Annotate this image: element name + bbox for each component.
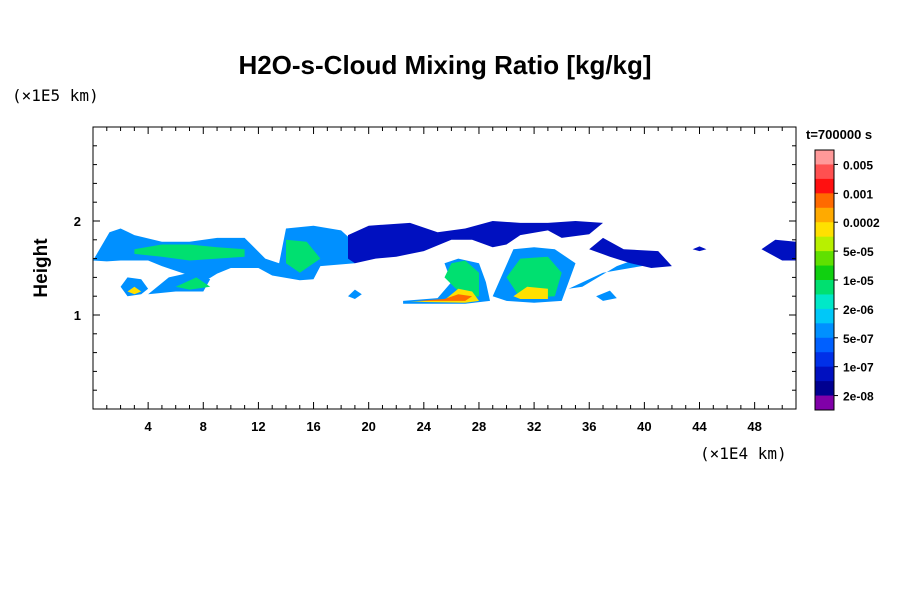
field-region-12 [134,244,245,261]
x-tick-label: 36 [582,419,596,434]
legend-swatch [815,193,834,209]
x-tick-label: 44 [692,419,707,434]
field-region-18 [513,286,548,299]
legend-swatch [815,222,834,238]
field-region-13 [286,239,321,273]
field-region-15 [444,260,479,299]
chart-title: H2O-s-Cloud Mixing Ratio [kg/kg] [238,50,651,80]
legend-swatch [815,164,834,180]
x-tick-label: 16 [306,419,320,434]
x-tick-label: 28 [472,419,486,434]
y-axis: 12 [74,145,796,391]
x-unit-label: (×1E4 km) [700,444,787,463]
field-region-16 [506,256,562,299]
legend-swatch [815,178,834,194]
legend-swatch [815,280,834,295]
legend-swatch [815,337,834,353]
legend-swatch [815,251,834,267]
field-region-11 [692,246,707,252]
field-region-7 [596,290,617,301]
colorbar-legend: 0.005 0.001 0.0002 5e-05 1e-05 2e-06 5e-07 1e-0… [814,149,880,411]
y-tick-label: 1 [74,308,81,323]
legend-swatch [815,381,834,397]
legend-swatch [815,366,834,382]
legend-label: 1e-07 [843,361,874,375]
x-tick-label: 12 [251,419,265,434]
legend-swatch [815,323,834,339]
field-region-6 [568,258,659,289]
x-tick-label: 8 [200,419,207,434]
plot-frame [92,126,797,410]
field-region-9 [589,237,672,268]
legend-label: 5e-05 [843,245,874,259]
field-region-14 [175,277,211,290]
y-tick-label: 2 [74,214,81,229]
legend-label: 5e-07 [843,332,874,346]
legend-swatch [815,352,834,368]
legend-label: 2e-06 [843,303,874,317]
plot-fields [93,221,796,304]
legend-label: 0.005 [843,158,873,172]
y-axis-label: Height [31,238,52,298]
legend-swatch [815,308,834,324]
x-tick-label: 32 [527,419,541,434]
legend-label: 0.0002 [843,216,880,230]
legend-swatch [815,236,834,252]
legend-swatch [815,207,834,223]
legend-swatch [815,150,834,165]
field-region-8 [348,221,603,264]
x-tick-label: 48 [747,419,761,434]
x-tick-label: 40 [637,419,651,434]
x-tick-label: 24 [417,419,432,434]
legend-label: 1e-05 [843,274,874,288]
legend-swatch [815,265,834,281]
legend-label: 0.001 [843,187,873,201]
field-region-19 [127,286,142,295]
field-region-1 [120,277,149,297]
field-region-10 [761,239,796,261]
field-region-20 [416,294,473,301]
legend-time-label: t=700000 s [806,127,872,142]
x-tick-label: 4 [145,419,153,434]
legend-swatch [815,395,834,411]
x-tick-label: 20 [361,419,375,434]
field-region-3 [348,289,362,299]
legend-label: 2e-08 [843,390,874,404]
legend-swatch [815,294,834,310]
y-unit-label: (×1E5 km) [12,86,99,105]
x-axis: 4 8 12 16 20 24 28 32 36 40 44 48 [106,127,783,434]
